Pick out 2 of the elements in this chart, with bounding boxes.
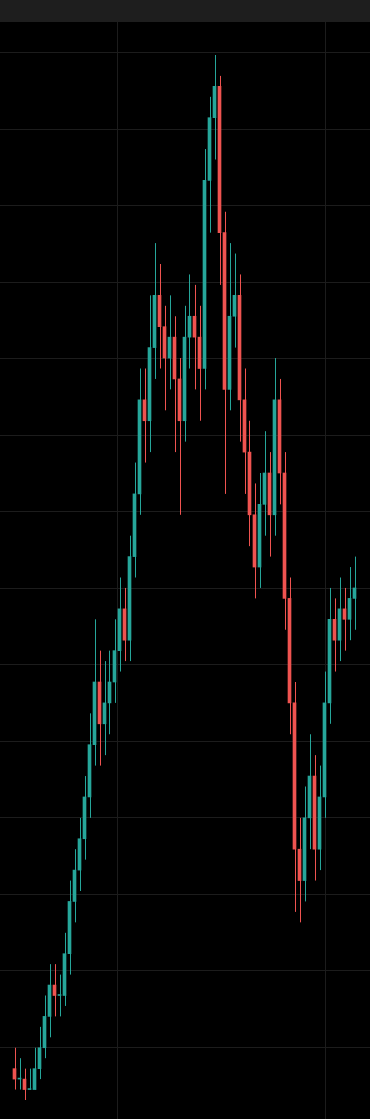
- candlestick: [27, 1068, 32, 1091]
- candlestick: [57, 974, 62, 1017]
